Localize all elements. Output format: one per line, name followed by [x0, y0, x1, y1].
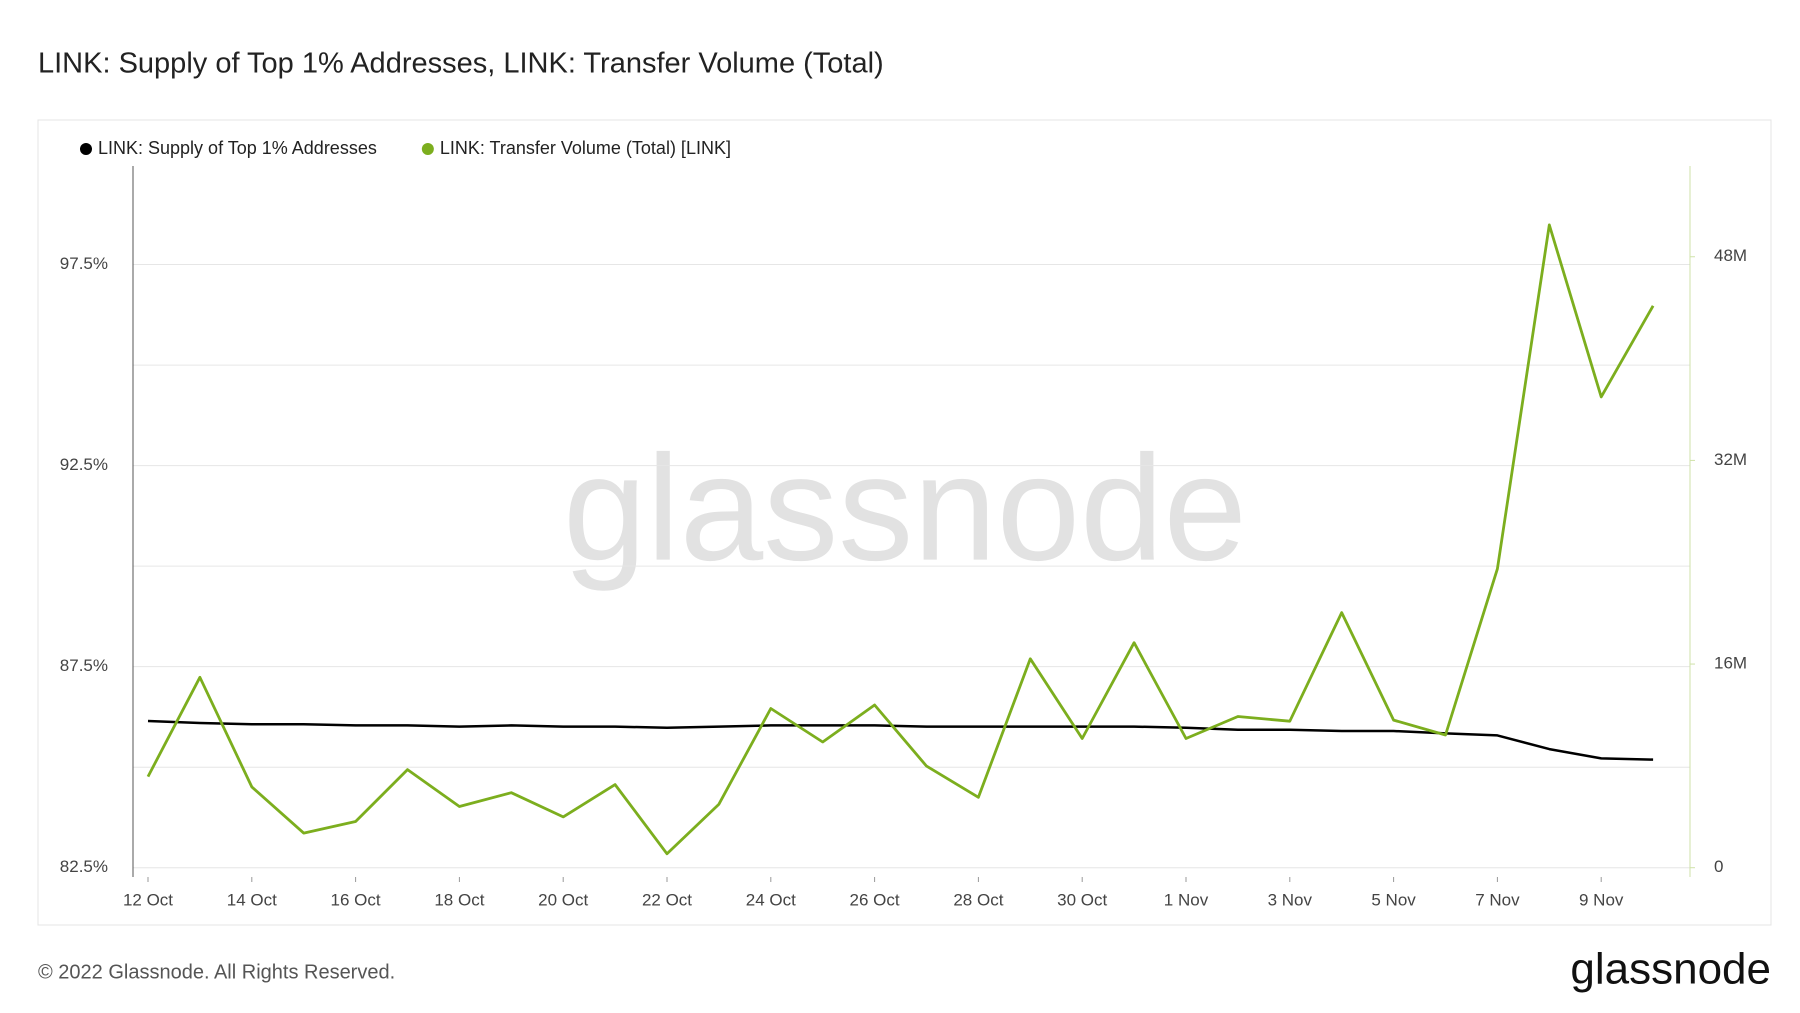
y-tick-label: 97.5%: [60, 254, 108, 273]
chart-title: LINK: Supply of Top 1% Addresses, LINK: …: [38, 48, 884, 80]
x-tick-label: 14 Oct: [227, 890, 277, 909]
y-tick-label: 87.5%: [60, 656, 108, 675]
x-tick-label: 30 Oct: [1057, 890, 1107, 909]
x-tick-label: 28 Oct: [953, 890, 1003, 909]
x-tick-label: 1 Nov: [1164, 890, 1209, 909]
y2-tick-label: 48M: [1714, 246, 1747, 265]
y2-tick-label: 16M: [1714, 654, 1747, 673]
y2-tick-label: 0: [1714, 857, 1723, 876]
y-tick-label: 82.5%: [60, 857, 108, 876]
legend-label: LINK: Supply of Top 1% Addresses: [98, 138, 377, 158]
series-line: [146, 223, 1655, 856]
x-tick-label: 16 Oct: [331, 890, 381, 909]
legend-marker: [80, 143, 92, 155]
x-tick-label: 24 Oct: [746, 890, 796, 909]
watermark: glassnode: [563, 424, 1247, 592]
x-tick-label: 20 Oct: [538, 890, 588, 909]
y2-tick-label: 32M: [1714, 450, 1747, 469]
legend-label: LINK: Transfer Volume (Total) [LINK]: [440, 138, 731, 158]
x-tick-label: 26 Oct: [850, 890, 900, 909]
x-tick-label: 3 Nov: [1268, 890, 1313, 909]
chart-frame: [37, 119, 1772, 926]
x-tick-label: 5 Nov: [1371, 890, 1416, 909]
x-tick-label: 18 Oct: [434, 890, 484, 909]
footer: © 2022 Glassnode. All Rights Reserved.: [38, 961, 395, 983]
x-tick-label: 12 Oct: [123, 890, 173, 909]
x-tick-label: 22 Oct: [642, 890, 692, 909]
x-tick-label: 7 Nov: [1475, 890, 1520, 909]
y-tick-label: 92.5%: [60, 455, 108, 474]
x-tick-label: 9 Nov: [1579, 890, 1624, 909]
series-line: [147, 719, 1654, 761]
logo: glassnode: [1570, 945, 1771, 994]
legend-marker: [421, 143, 434, 155]
